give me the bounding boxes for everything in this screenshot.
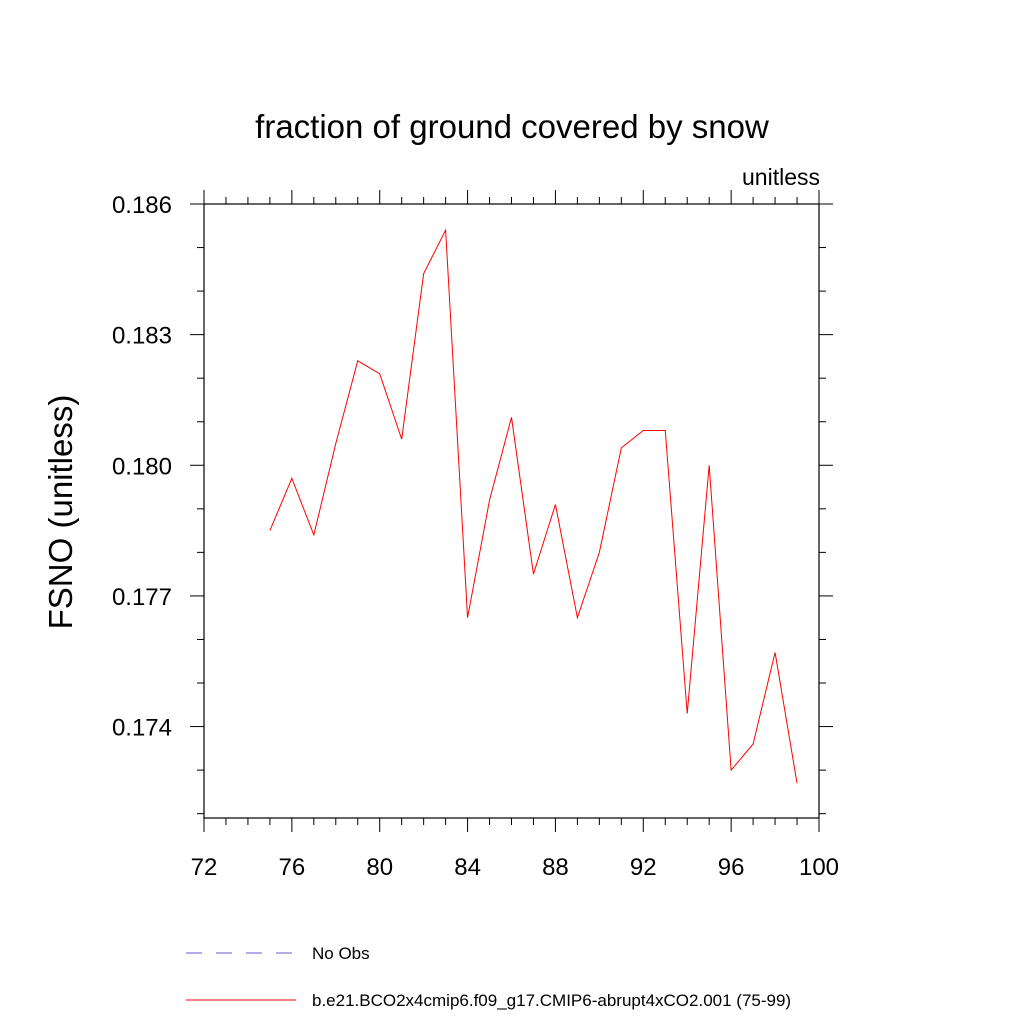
legend-label-no-obs: No Obs bbox=[312, 944, 370, 963]
units-label: unitless bbox=[742, 164, 820, 190]
y-tick-label: 0.186 bbox=[112, 192, 172, 219]
series-layer bbox=[269, 228, 798, 784]
x-tick-label: 88 bbox=[542, 854, 569, 881]
y-tick-label: 0.180 bbox=[112, 453, 172, 480]
x-tick-label: 72 bbox=[191, 854, 218, 881]
x-tick-label: 92 bbox=[630, 854, 657, 881]
x-tick-label: 96 bbox=[718, 854, 745, 881]
x-tick-label: 84 bbox=[454, 854, 481, 881]
y-tick-label: 0.183 bbox=[112, 323, 172, 350]
y-tick-label: 0.174 bbox=[112, 715, 172, 742]
legend: No Obs b.e21.BCO2x4cmip6.f09_g17.CMIP6-a… bbox=[186, 944, 791, 1010]
series-line bbox=[269, 228, 798, 784]
plot-frame bbox=[203, 203, 820, 819]
y-tick-label: 0.177 bbox=[112, 584, 172, 611]
legend-label-model-run: b.e21.BCO2x4cmip6.f09_g17.CMIP6-abrupt4x… bbox=[312, 991, 791, 1010]
x-axis-ticks: 72 76 80 84 88 92 96 100 bbox=[191, 190, 839, 881]
chart-title: fraction of ground covered by snow bbox=[255, 108, 769, 145]
x-tick-label: 76 bbox=[279, 854, 306, 881]
y-axis-label: FSNO (unitless) bbox=[42, 395, 79, 630]
y-axis-ticks: 0.174 0.177 0.180 0.183 0.186 bbox=[112, 192, 833, 815]
x-tick-label: 80 bbox=[366, 854, 393, 881]
x-tick-label: 100 bbox=[799, 854, 839, 881]
